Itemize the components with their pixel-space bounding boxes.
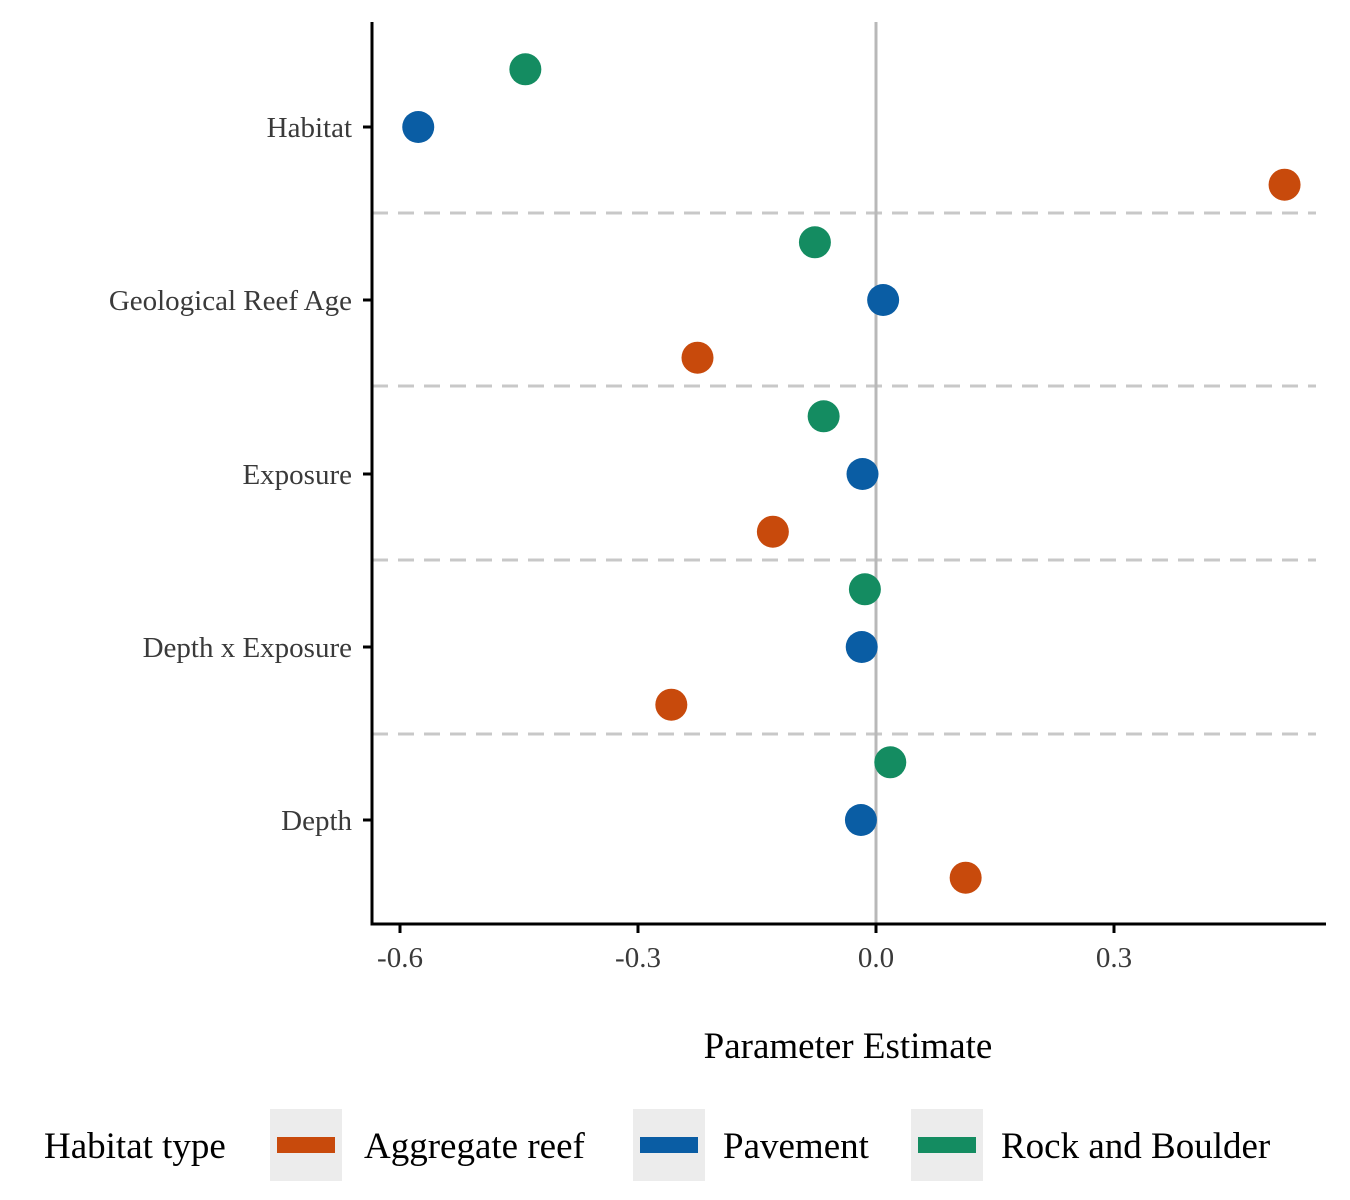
legend: Habitat type Aggregate reef Pavement Rock … bbox=[44, 1109, 1270, 1181]
legend-title: Habitat type bbox=[44, 1126, 226, 1167]
x-tick-label: 0.0 bbox=[858, 942, 894, 974]
legend-label: Aggregate reef bbox=[364, 1126, 586, 1167]
legend-label: Rock and Boulder bbox=[1001, 1126, 1270, 1167]
data-point bbox=[798, 226, 831, 259]
data-point bbox=[655, 688, 688, 721]
plot-panel bbox=[372, 22, 1316, 924]
y-tick-label: Habitat bbox=[267, 112, 352, 144]
data-point bbox=[844, 804, 877, 836]
x-axis-title: Parameter Estimate bbox=[704, 1026, 993, 1067]
data-point bbox=[867, 284, 900, 316]
data-point bbox=[509, 53, 542, 86]
legend-label: Pavement bbox=[723, 1126, 870, 1167]
data-point bbox=[846, 458, 879, 490]
data-point bbox=[1268, 168, 1301, 201]
x-tick-label: 0.3 bbox=[1096, 942, 1132, 974]
x-axis: -0.6 -0.3 0.0 0.3 bbox=[370, 922, 1326, 974]
y-tick-label: Exposure bbox=[242, 459, 352, 491]
data-points bbox=[402, 53, 1301, 894]
y-tick-label: Depth bbox=[281, 805, 352, 837]
data-point bbox=[949, 861, 982, 894]
data-point bbox=[402, 111, 435, 143]
x-tick-label: -0.6 bbox=[377, 942, 423, 974]
legend-key-swatch bbox=[640, 1137, 698, 1153]
data-point bbox=[807, 400, 840, 433]
legend-key-swatch bbox=[277, 1137, 335, 1153]
data-point bbox=[681, 341, 714, 374]
y-axis: Habitat Geological Reef Age Exposure Depth … bbox=[109, 22, 374, 926]
data-point bbox=[874, 746, 907, 779]
y-tick-label: Geological Reef Age bbox=[109, 285, 352, 317]
data-point bbox=[756, 515, 789, 548]
y-tick-label: Depth x Exposure bbox=[143, 632, 352, 664]
legend-key-swatch bbox=[918, 1137, 976, 1153]
data-point bbox=[848, 573, 881, 606]
x-tick-label: -0.3 bbox=[615, 942, 661, 974]
data-point bbox=[845, 631, 878, 663]
